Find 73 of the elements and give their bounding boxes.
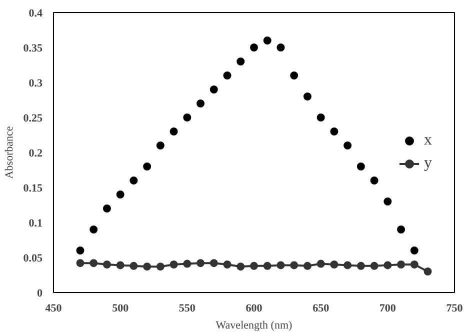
point (410, 246, 418, 254)
point (344, 142, 352, 150)
point (344, 261, 352, 270)
y-axis-title: Absorbance (3, 126, 16, 179)
point (236, 58, 245, 66)
point (196, 259, 205, 268)
point (90, 259, 98, 268)
point (210, 86, 218, 94)
point (170, 260, 178, 268)
x-tick-label: 550 (178, 302, 196, 314)
point (356, 162, 365, 170)
y-tick-label: 0.2 (28, 148, 43, 160)
point (290, 72, 298, 80)
point (263, 262, 272, 270)
point (76, 259, 84, 268)
point (130, 262, 138, 270)
point (76, 246, 84, 254)
point (210, 259, 218, 268)
point (183, 114, 192, 122)
point (102, 204, 111, 212)
point (102, 260, 111, 268)
point (330, 128, 338, 136)
point (170, 128, 178, 136)
point (250, 262, 258, 270)
point (90, 226, 98, 234)
point (276, 44, 285, 52)
point (316, 114, 325, 122)
y-tick-label: 0.35 (23, 42, 43, 54)
point (424, 268, 432, 276)
point (316, 260, 325, 268)
point (183, 260, 192, 268)
point (410, 260, 418, 268)
point (290, 261, 298, 270)
point (223, 72, 232, 80)
point (156, 262, 164, 271)
point (116, 190, 124, 198)
point (223, 260, 232, 268)
y-tick-label: 0.15 (23, 182, 43, 194)
x-axis-title: Wavelength (nm) (216, 320, 293, 332)
point (156, 142, 164, 150)
legend-label: x (424, 132, 433, 150)
y-tick-label: 0.3 (28, 78, 43, 90)
point (303, 262, 312, 270)
point (143, 162, 152, 170)
x-tick-label: 500 (112, 302, 130, 314)
x-tick-label: 750 (446, 302, 464, 314)
point (250, 44, 258, 52)
y-tick-label: 0.25 (23, 112, 43, 124)
x-tick-label: 650 (312, 302, 330, 314)
y-tick-label: 0 (37, 288, 43, 300)
point (356, 262, 365, 270)
point (143, 262, 152, 271)
y-tick-label: 0.05 (23, 252, 43, 264)
point (196, 100, 205, 108)
point (370, 176, 378, 184)
point (397, 226, 406, 234)
x-tick-label: 700 (379, 302, 396, 314)
point (130, 176, 138, 184)
x-tick-label: 600 (246, 302, 263, 314)
legend-label: y (424, 154, 433, 172)
x-tick-label: 450 (45, 302, 62, 314)
point (384, 261, 392, 270)
point (263, 36, 272, 44)
point (276, 261, 285, 270)
point (303, 92, 312, 100)
point (116, 261, 124, 270)
point (236, 262, 245, 271)
point (330, 260, 338, 268)
y-tick-label: 0.4 (28, 8, 43, 20)
point (397, 260, 406, 268)
y-tick-label: 0.1 (28, 218, 42, 230)
point (384, 198, 392, 206)
point (370, 262, 378, 270)
